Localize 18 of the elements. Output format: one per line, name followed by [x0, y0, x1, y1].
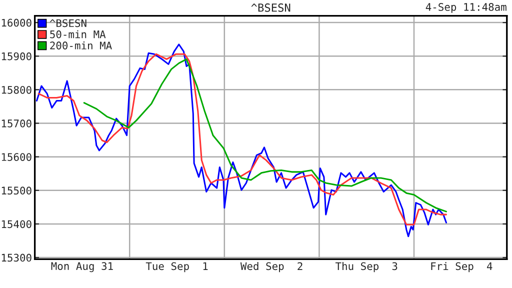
x-tick-label: Mon Aug 31 — [51, 262, 113, 272]
x-tick-label: Fri Sep 4 — [431, 262, 492, 272]
y-tick-label: 16000 — [2, 18, 32, 27]
legend-label: 50-min MA — [50, 30, 106, 38]
x-tick-label: Tue Sep 1 — [146, 262, 208, 272]
y-tick-label: 15300 — [2, 254, 32, 262]
y-tick-label: 15600 — [2, 153, 32, 161]
y-tick-label: 15900 — [2, 52, 32, 60]
y-tick-label: 15800 — [2, 86, 32, 94]
x-tick-label: Wed Sep 2 — [240, 262, 302, 272]
y-tick-label: 15700 — [2, 120, 32, 128]
chart-subtitle: 4-Sep 11:48am — [426, 3, 506, 13]
legend-label: 200-min MA — [50, 41, 112, 50]
x-tick-label: Thu Sep 3 — [335, 262, 398, 272]
chart-title: ^BSESN — [251, 3, 290, 12]
y-tick-label: 15400 — [2, 220, 32, 228]
legend-label: ^BSESN — [50, 19, 86, 28]
y-tick-label: 15500 — [2, 186, 32, 195]
